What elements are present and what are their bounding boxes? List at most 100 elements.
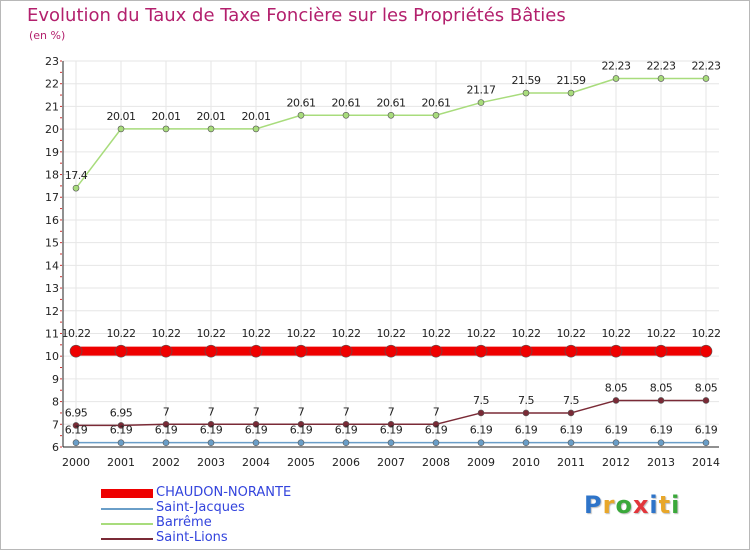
y-tick-label: 14	[45, 259, 59, 272]
data-point	[207, 420, 215, 428]
data-point	[657, 439, 665, 446]
data-point	[654, 344, 668, 358]
data-label: 6.19	[425, 424, 448, 437]
x-tick-label: 2006	[332, 456, 360, 469]
data-label: 20.01	[242, 110, 271, 123]
y-tick-label: 21	[45, 100, 59, 113]
data-label: 20.61	[287, 96, 316, 109]
data-label: 6.95	[65, 406, 88, 419]
data-label: 10.22	[377, 327, 406, 340]
data-point	[429, 344, 443, 358]
data-point	[117, 125, 125, 133]
data-label: 10.22	[152, 327, 181, 340]
data-label: 6.19	[605, 424, 628, 437]
y-tick-label: 15	[45, 237, 59, 250]
x-tick-label: 2009	[467, 456, 495, 469]
data-label: 10.22	[557, 327, 586, 340]
data-point	[702, 439, 710, 446]
data-point	[387, 420, 395, 428]
data-label: 6.19	[470, 424, 493, 437]
data-point	[162, 420, 170, 428]
data-label: 20.01	[197, 110, 226, 123]
x-tick-label: 2013	[647, 456, 675, 469]
logo-letter: o	[615, 491, 633, 519]
data-point	[567, 409, 575, 417]
x-tick-label: 2002	[152, 456, 180, 469]
data-point	[384, 344, 398, 358]
data-point	[432, 439, 440, 446]
data-point	[657, 397, 665, 404]
logo-letter: r	[602, 491, 616, 519]
data-label: 21.59	[557, 74, 586, 87]
data-point	[207, 439, 215, 446]
proxiti-logo: Proxiti	[584, 491, 680, 519]
data-label: 6.19	[560, 424, 583, 437]
x-tick-label: 2011	[557, 456, 585, 469]
data-point	[477, 409, 485, 417]
x-tick-label: 2007	[377, 456, 405, 469]
data-point	[297, 439, 305, 446]
data-label: 10.22	[467, 327, 496, 340]
data-label: 7.5	[518, 394, 534, 407]
data-label: 20.01	[152, 110, 181, 123]
x-tick-label: 2001	[107, 456, 135, 469]
legend-label: Saint-Lions	[156, 530, 228, 545]
data-point	[432, 111, 440, 119]
data-point	[657, 75, 665, 82]
data-label: 10.22	[602, 327, 631, 340]
data-point	[567, 89, 575, 97]
data-point	[609, 344, 623, 358]
x-tick-label: 2004	[242, 456, 270, 469]
y-tick-label: 18	[45, 169, 59, 182]
data-label: 22.23	[602, 59, 631, 72]
data-label: 10.22	[692, 327, 721, 340]
data-point	[432, 420, 440, 428]
data-label: 6.19	[290, 424, 313, 437]
data-label: 6.19	[515, 424, 538, 437]
data-point	[162, 439, 170, 446]
legend-swatch	[101, 508, 153, 510]
data-point	[387, 439, 395, 446]
data-point	[699, 344, 713, 358]
data-point	[342, 111, 350, 119]
legend-label: Saint-Jacques	[156, 500, 245, 515]
data-label: 6.19	[245, 424, 268, 437]
data-point	[522, 409, 530, 417]
data-point	[612, 439, 620, 446]
data-point	[564, 344, 578, 358]
data-label: 20.01	[107, 110, 136, 123]
y-tick-label: 10	[45, 350, 59, 363]
y-tick-label: 13	[45, 282, 59, 295]
data-label: 6.95	[110, 406, 133, 419]
data-label: 10.22	[287, 327, 316, 340]
data-label: 7	[163, 405, 170, 418]
data-label: 17.4	[65, 169, 88, 182]
data-point	[249, 344, 263, 358]
data-label: 10.22	[62, 327, 91, 340]
data-label: 20.61	[422, 96, 451, 109]
data-point	[159, 344, 173, 358]
data-point	[204, 344, 218, 358]
data-label: 10.22	[512, 327, 541, 340]
data-label: 8.05	[695, 381, 718, 394]
data-label: 7	[433, 405, 440, 418]
data-label: 7	[298, 405, 305, 418]
logo-letter: t	[658, 491, 672, 519]
data-label: 8.05	[650, 381, 673, 394]
data-point	[72, 184, 80, 192]
data-label: 20.61	[377, 96, 406, 109]
data-point	[342, 420, 350, 428]
logo-letter: i	[671, 491, 681, 519]
data-label: 10.22	[332, 327, 361, 340]
x-tick-label: 2012	[602, 456, 630, 469]
x-tick-label: 2003	[197, 456, 225, 469]
y-tick-label: 19	[45, 146, 59, 159]
data-label: 7	[343, 405, 350, 418]
data-point	[69, 344, 83, 358]
data-label: 22.23	[647, 59, 676, 72]
data-label: 10.22	[107, 327, 136, 340]
y-tick-label: 12	[45, 305, 59, 318]
data-point	[474, 344, 488, 358]
data-point	[252, 420, 260, 428]
data-point	[519, 344, 533, 358]
